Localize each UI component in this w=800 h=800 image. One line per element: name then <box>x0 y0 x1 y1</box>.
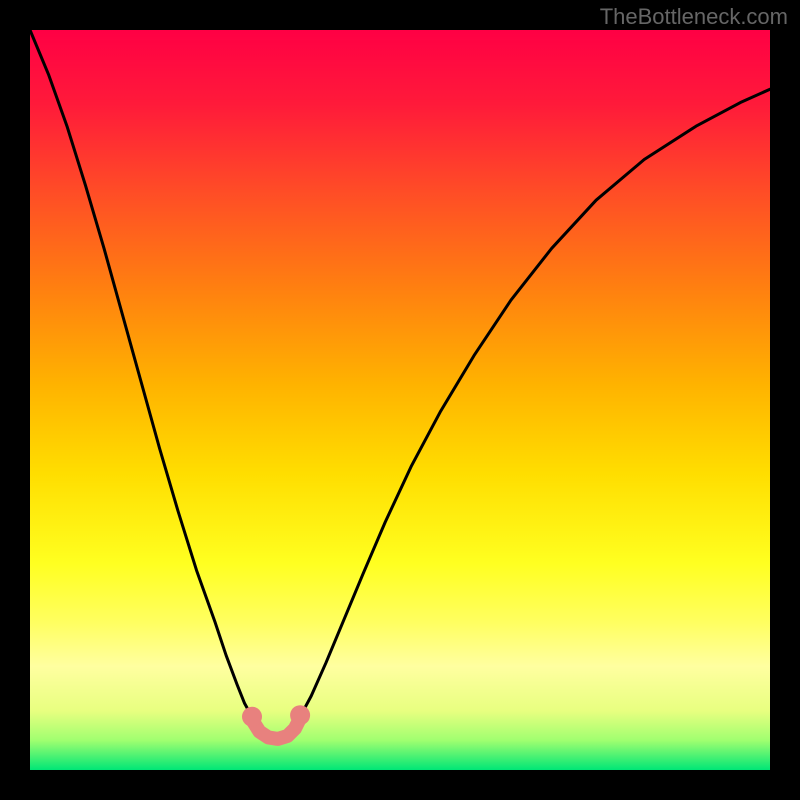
optimal-point-marker <box>242 707 262 727</box>
optimal-point-marker <box>290 705 310 725</box>
gradient-background <box>30 30 770 770</box>
bottleneck-chart <box>0 0 800 800</box>
watermark-text: TheBottleneck.com <box>600 4 788 30</box>
chart-container: TheBottleneck.com <box>0 0 800 800</box>
